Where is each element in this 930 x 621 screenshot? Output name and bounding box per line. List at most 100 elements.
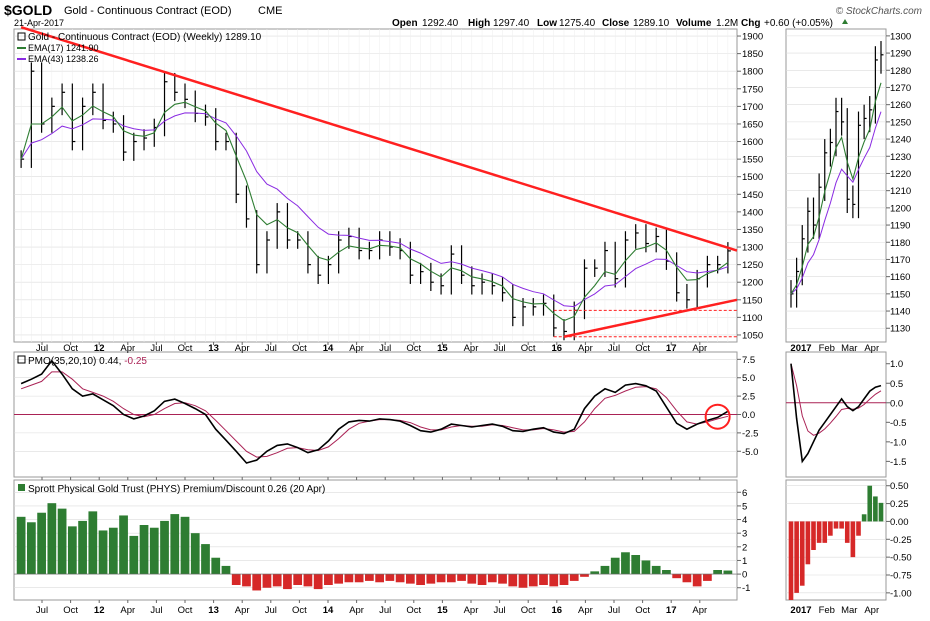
price-legend-swatch (17, 32, 26, 41)
zoom-price-y-tick-label: 1240 (890, 135, 911, 146)
pmo-legend-main: PMO(35,20,10) (28, 356, 99, 367)
price-x-tick-label: Oct (635, 343, 650, 354)
premium-bar (621, 552, 630, 575)
price-y-tick-label: 1400 (742, 207, 763, 218)
price-x-tick-label: Jul (379, 343, 391, 354)
main-x-axis: Jul Jul Oct Oct 12 12 Apr Apr Jul Jul Oct Oct 13 13 Ap… (36, 342, 707, 616)
price-frame (13, 28, 738, 343)
zoom-pmo-y-tick-label: 1.0 (890, 359, 903, 370)
premium-bar (272, 574, 282, 587)
zoom-premium-bar (828, 521, 833, 536)
premium-bar (662, 570, 671, 575)
zoom-pmo-frame (785, 351, 887, 478)
volume-value: 1.2M (716, 18, 738, 29)
price-y-tick-label: 1150 (742, 295, 762, 306)
premium-bar (354, 574, 364, 583)
price-y-tick-label: 1900 (742, 32, 763, 43)
premium-bar (651, 565, 661, 575)
premium-bar (344, 574, 354, 583)
zoom-premium-panel: 0.50 0.25 0.00 -0.25 -0.50 -0.75 -1.00 (785, 479, 912, 601)
premium-bar (313, 574, 323, 590)
premium-bar (57, 508, 67, 575)
price-x-tick-label: Oct (521, 343, 536, 354)
zoom-price-frame (785, 28, 887, 343)
zoom-price-y-tick-label: 1200 (890, 203, 911, 214)
x-tick-label: Oct (292, 605, 307, 616)
premium-y-tick-label: 2 (742, 542, 747, 553)
pmo-y-tick-label: -2.5 (742, 428, 758, 439)
premium-y-tick-label: 3 (742, 529, 747, 540)
x-tick-label: Apr (349, 605, 364, 616)
premium-bar (180, 516, 190, 575)
close-value: 1289.10 (633, 18, 670, 29)
premium-bar (457, 574, 466, 581)
zoom-premium-y-tick-label: -0.25 (890, 535, 912, 546)
premium-bar (559, 574, 569, 585)
zoom-price-x-tick-label: Feb (819, 343, 835, 354)
premium-bar (672, 574, 682, 579)
zoom-premium-y-tick-label: -0.75 (890, 571, 912, 582)
price-y-tick-label: 1750 (742, 84, 763, 95)
premium-bar (713, 570, 723, 575)
x-tick-label: 12 (94, 605, 105, 616)
premium-y-tick-label: 6 (742, 488, 747, 499)
premium-bar (119, 515, 128, 575)
zoom-pmo-y-tick-label: 0.0 (890, 398, 903, 409)
price-y-tick-label: 1500 (742, 172, 763, 183)
price-x-tick-label: Oct (406, 343, 421, 354)
premium-panel: 6 5 4 3 2 1 0 -1 Sprott Physical Gold Trust (PH… (13, 479, 750, 601)
x-tick-label: Apr (692, 605, 707, 616)
price-panel: 1050 1100 1150 1200 1250 1300 1350 1400 1450 1500… (13, 26, 763, 343)
price-x-tick-label: Apr (235, 343, 250, 354)
premium-bar (508, 574, 518, 587)
premium-bar (426, 574, 436, 584)
high-value: 1297.40 (493, 18, 530, 29)
premium-bar (37, 512, 46, 575)
x-tick-label: 16 (552, 605, 563, 616)
pmo-panel: 7.5 5.0 2.5 0.0 -2.5 -5.0 PMO(35,20,10) 0.44,… (13, 351, 758, 478)
price-x-tick-label: 15 (437, 343, 448, 354)
price-y-tick-label: 1600 (742, 137, 763, 148)
price-y-tick-label: 1650 (742, 119, 763, 130)
premium-bar (580, 574, 589, 577)
premium-bar (600, 565, 610, 575)
premium-bar (201, 544, 210, 575)
zoom-premium-bar (794, 521, 799, 593)
premium-bar (190, 533, 200, 575)
price-y-tick-label: 1250 (742, 260, 763, 271)
zoom-price-x-tick-label: 2017 (790, 343, 811, 354)
zoom-price-y-tick-label: 1230 (890, 152, 911, 163)
premium-bar (446, 574, 456, 583)
trendline-support (563, 298, 738, 338)
price-y-tick-label: 1100 (742, 313, 762, 324)
price-y-tick-label: 1050 (742, 330, 763, 341)
zoom-premium-bar (833, 521, 839, 529)
premium-bar (47, 503, 57, 575)
pmo-y-tick-label: 5.0 (742, 373, 755, 384)
price-x-tick-label: Apr (692, 343, 707, 354)
premium-bar (67, 526, 77, 575)
zoom-premium-y-tick-label: -0.50 (890, 553, 912, 564)
premium-bar (170, 514, 180, 575)
premium-bar (303, 574, 313, 587)
zoom-price-y-tick-label: 1280 (890, 66, 911, 77)
zoom-price-y-tick-label: 1300 (890, 31, 911, 42)
open-label: Open (392, 18, 418, 29)
premium-bar (252, 574, 262, 591)
zoom-price-y-tick-label: 1180 (890, 238, 910, 249)
x-tick-label: Oct (406, 605, 421, 616)
x-tick-label: Apr (120, 605, 135, 616)
price-x-tick-label: Jul (608, 343, 620, 354)
premium-bar (477, 574, 487, 585)
x-tick-label: 14 (323, 605, 334, 616)
trendline-resistance (20, 26, 738, 252)
zoom-premium-bar (867, 485, 873, 522)
pmo-y-tick-label: 2.5 (742, 392, 755, 403)
premium-bar (16, 516, 26, 575)
premium-bar (98, 530, 108, 575)
price-legend: Gold - Continuous Contract (EOD) (Weekly… (17, 32, 262, 64)
zoom-premium-bar (850, 521, 856, 558)
pmo-y-tick-label: 7.5 (742, 355, 755, 366)
zoom-price-y-tick-label: 1130 (890, 324, 910, 335)
premium-bar (416, 574, 425, 585)
